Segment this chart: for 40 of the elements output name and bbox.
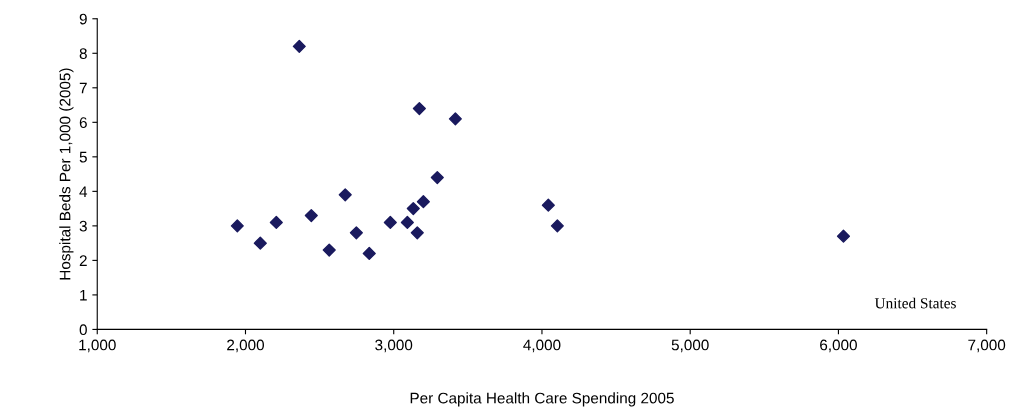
point bbox=[406, 202, 420, 216]
x-tick-label: 1,000 bbox=[79, 339, 116, 353]
point bbox=[253, 236, 267, 250]
point bbox=[416, 195, 430, 209]
y-tick-label: 1 bbox=[80, 289, 87, 301]
x-tick-label: 2,000 bbox=[227, 339, 264, 353]
point bbox=[304, 208, 318, 223]
point bbox=[338, 188, 352, 202]
y-tick-label: 5 bbox=[79, 151, 87, 163]
x-tick-label: 6,000 bbox=[820, 339, 857, 353]
x-tick-label: 7,000 bbox=[968, 339, 1006, 353]
point bbox=[383, 215, 397, 230]
point bbox=[322, 243, 336, 257]
y-tick-label: 7 bbox=[79, 82, 87, 94]
x-tick-label: 3,000 bbox=[375, 339, 413, 353]
point bbox=[349, 226, 363, 240]
y-axis-title: Hospital Beds Per 1,000 (2005) bbox=[59, 68, 74, 280]
y-tick-label: 3 bbox=[79, 220, 87, 232]
annotation: United States bbox=[874, 297, 956, 309]
y-tick-label: 6 bbox=[79, 117, 87, 129]
point bbox=[410, 226, 424, 240]
point bbox=[269, 215, 283, 230]
point bbox=[292, 39, 306, 53]
point bbox=[230, 219, 244, 233]
point bbox=[448, 112, 462, 126]
point bbox=[836, 229, 851, 243]
y-tick-label: 2 bbox=[79, 255, 87, 266]
point bbox=[412, 101, 426, 116]
point bbox=[362, 246, 376, 261]
y-tick-label: 4 bbox=[79, 186, 88, 197]
point bbox=[550, 219, 564, 233]
x-axis-title: Per Capita Health Care Spending 2005 bbox=[410, 392, 674, 407]
point bbox=[400, 215, 414, 230]
point bbox=[430, 170, 444, 185]
x-tick-label: 4,000 bbox=[523, 339, 561, 353]
y-tick-label: 0 bbox=[79, 324, 87, 336]
y-tick-label: 8 bbox=[79, 48, 87, 59]
y-tick-label: 9 bbox=[79, 13, 87, 25]
x-tick-label: 5,000 bbox=[671, 339, 709, 353]
point bbox=[541, 198, 555, 212]
